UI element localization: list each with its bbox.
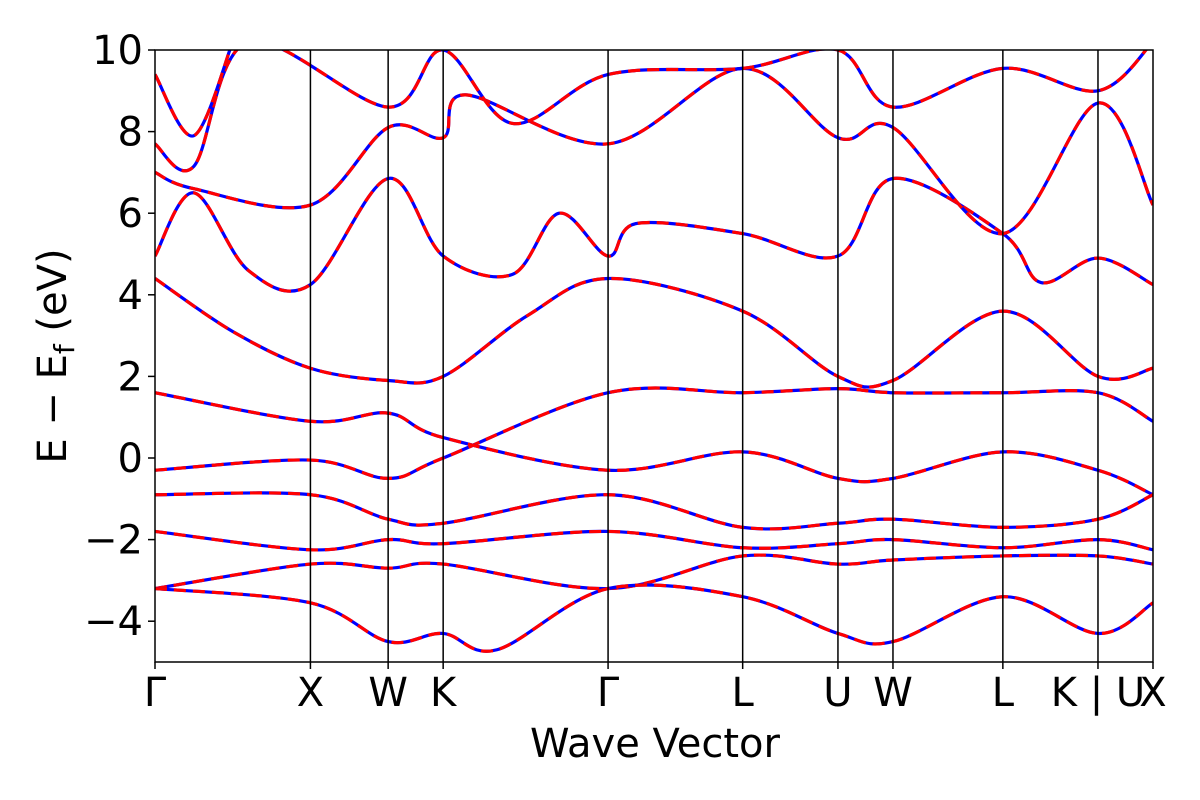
x-axis-label: Wave Vector [530,721,781,767]
x-tick-label: W [873,670,913,716]
y-axis: −4 −2 0 2 4 6 8 10 [84,28,155,645]
y-tick-label: −4 [84,599,143,645]
y-tick-label: 0 [118,436,143,482]
y-tick-label: −2 [84,518,143,564]
y-axis-label-main: E − E [30,354,76,464]
y-tick-label: 8 [118,110,143,156]
x-tick-label: Γ [597,670,620,716]
plot-frame [154,49,1154,663]
x-tick-label: K [430,670,458,716]
band-2 [155,391,1153,497]
x-tick-label: W [368,670,408,716]
x-tick-label: L [732,670,755,716]
x-tick-label: Γ [144,670,167,716]
x-tick-label: L [992,670,1015,716]
band-9 [155,553,1153,591]
band-7 [155,529,1153,552]
y-axis-label-unit: (eV) [30,248,76,344]
y-tick-label: 4 [118,273,143,319]
x-tick-label: U [823,670,852,716]
band-5 [155,491,1153,531]
y-axis-label: E − Ef (eV) [30,248,81,463]
band-11 [155,583,1153,653]
x-tick-label: X [1139,670,1166,716]
x-tick-label: K | U [1051,670,1145,716]
band-21 [155,50,232,138]
band-19 [155,50,1148,173]
y-tick-label: 6 [118,191,143,237]
x-tick-label: X [297,670,324,716]
high-symmetry-lines [309,50,1099,662]
band-20 [155,50,232,138]
y-tick-label: 2 [118,354,143,400]
y-tick-label: 10 [92,28,143,74]
y-axis-label-subscript: f [48,343,81,354]
band-1 [155,386,1153,481]
band-17 [155,66,1153,236]
